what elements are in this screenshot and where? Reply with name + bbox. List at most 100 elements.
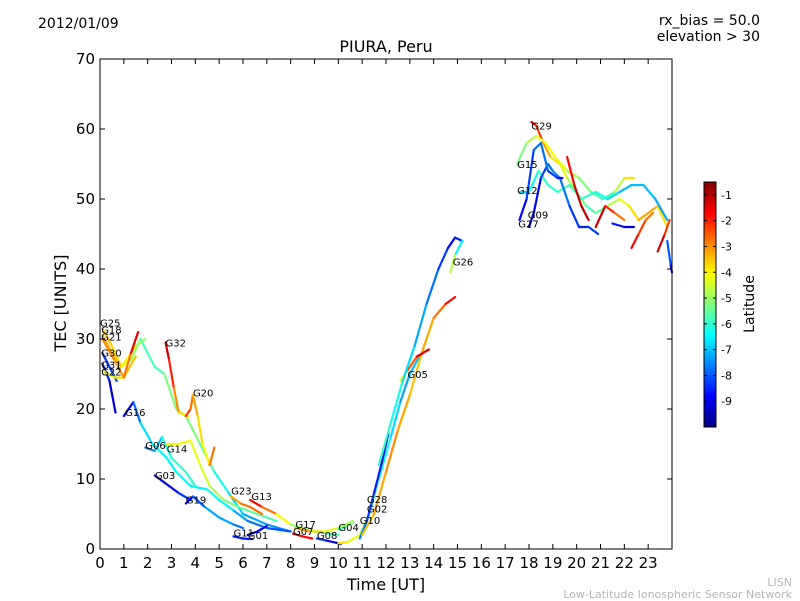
series-label-g08: G08 — [317, 531, 337, 542]
x-tick-label: 1 — [119, 554, 129, 572]
series-label-g32: G32 — [166, 339, 186, 350]
x-tick-label: 0 — [95, 554, 105, 572]
series-label-g25: G25 — [100, 318, 120, 329]
series-segment — [532, 141, 543, 152]
rx-bias-label: rx_bias = 50.0 — [658, 13, 760, 29]
series-segment — [389, 400, 402, 439]
series-unlabeled-34 — [630, 211, 655, 250]
series-segment — [644, 211, 655, 222]
series-g19 — [184, 495, 245, 530]
series-segment — [613, 176, 626, 194]
series-segment — [647, 204, 659, 215]
series-segment — [315, 537, 328, 542]
series-segment — [401, 344, 416, 383]
series-label-g17: G17 — [295, 520, 315, 531]
series-segment — [594, 204, 607, 229]
series-g26 — [377, 236, 464, 467]
series-segment — [525, 134, 538, 145]
series-g14 — [165, 439, 278, 523]
series-segment — [587, 225, 600, 236]
series-segment — [337, 525, 347, 531]
chart-title: PIURA, Peru — [339, 37, 432, 56]
series-segment — [637, 211, 650, 222]
series-segment — [454, 236, 464, 243]
series-segment — [344, 521, 354, 528]
series-segment — [432, 302, 447, 320]
series-segment — [558, 176, 571, 208]
series-label-g03: G03 — [155, 471, 175, 482]
series-label-g26: G26 — [453, 258, 473, 269]
series-segment — [566, 169, 581, 180]
series-segment — [168, 358, 175, 390]
series-label-g15: G15 — [517, 160, 537, 171]
x-tick-label: 13 — [400, 554, 419, 572]
series-segment — [377, 421, 392, 467]
series-segment — [408, 355, 421, 376]
series-label-g31: G31 — [101, 360, 121, 371]
colorbar — [703, 181, 717, 428]
series-segment — [249, 498, 264, 509]
series-segment — [656, 232, 666, 253]
series-segment — [113, 358, 125, 379]
series-segment — [546, 183, 559, 194]
series-segment — [611, 222, 626, 229]
series-segment — [454, 239, 464, 257]
x-tick-label: 21 — [591, 554, 610, 572]
series-g12 — [518, 169, 669, 222]
series-segment — [213, 470, 230, 495]
series-segment — [153, 365, 166, 376]
series-label-g21: G21 — [101, 332, 121, 343]
series-segment — [164, 341, 171, 362]
series-unlabeled-36 — [666, 239, 674, 274]
series-segment — [365, 491, 376, 523]
series-segment — [139, 337, 156, 369]
series-segment — [346, 533, 361, 544]
series-g02 — [361, 295, 457, 537]
series-segment — [163, 372, 178, 411]
series-segment — [184, 414, 202, 446]
y-tick-label: 20 — [76, 400, 95, 418]
series-segment — [525, 148, 535, 201]
series-segment — [618, 183, 633, 194]
colorbar-tick-label: -2 — [721, 215, 732, 228]
series-segment — [654, 197, 669, 222]
series-segment — [408, 351, 423, 397]
series-label-g14: G14 — [167, 444, 187, 455]
series-segment — [134, 337, 147, 348]
series-segment — [527, 169, 540, 194]
x-tick-label: 4 — [191, 554, 201, 572]
series-segment — [168, 484, 180, 495]
series-segment — [189, 484, 209, 491]
series-label-g16: G16 — [125, 408, 145, 419]
series-segment — [301, 535, 314, 540]
x-tick-label: 16 — [472, 554, 491, 572]
series-segment — [542, 141, 552, 159]
series-segment — [337, 540, 349, 545]
colorbar-tick-label: -5 — [721, 292, 732, 305]
x-tick-label: 20 — [567, 554, 586, 572]
series-g01 — [246, 524, 268, 537]
series-segment — [232, 509, 249, 523]
series-segment — [246, 530, 259, 537]
series-g17 — [294, 519, 354, 533]
series-segment — [208, 446, 216, 467]
x-tick-label: 8 — [286, 554, 296, 572]
x-tick-label: 6 — [238, 554, 248, 572]
series-segment — [241, 537, 254, 541]
series-segment — [546, 162, 554, 173]
series-label-g20: G20 — [193, 388, 213, 399]
series-segment — [222, 498, 240, 509]
y-tick-label: 50 — [76, 190, 95, 208]
series-unlabeled-33 — [611, 222, 635, 229]
series-segment — [108, 365, 118, 383]
series-segment — [289, 523, 316, 533]
series-segment — [322, 526, 340, 533]
x-tick-label: 11 — [353, 554, 372, 572]
series-g06 — [144, 435, 197, 488]
series-g32 — [164, 341, 190, 418]
series-segment — [294, 526, 311, 533]
x-tick-label: 2 — [143, 554, 153, 572]
series-segment — [396, 393, 411, 432]
series-segment — [184, 407, 192, 418]
series-segment — [132, 400, 142, 425]
